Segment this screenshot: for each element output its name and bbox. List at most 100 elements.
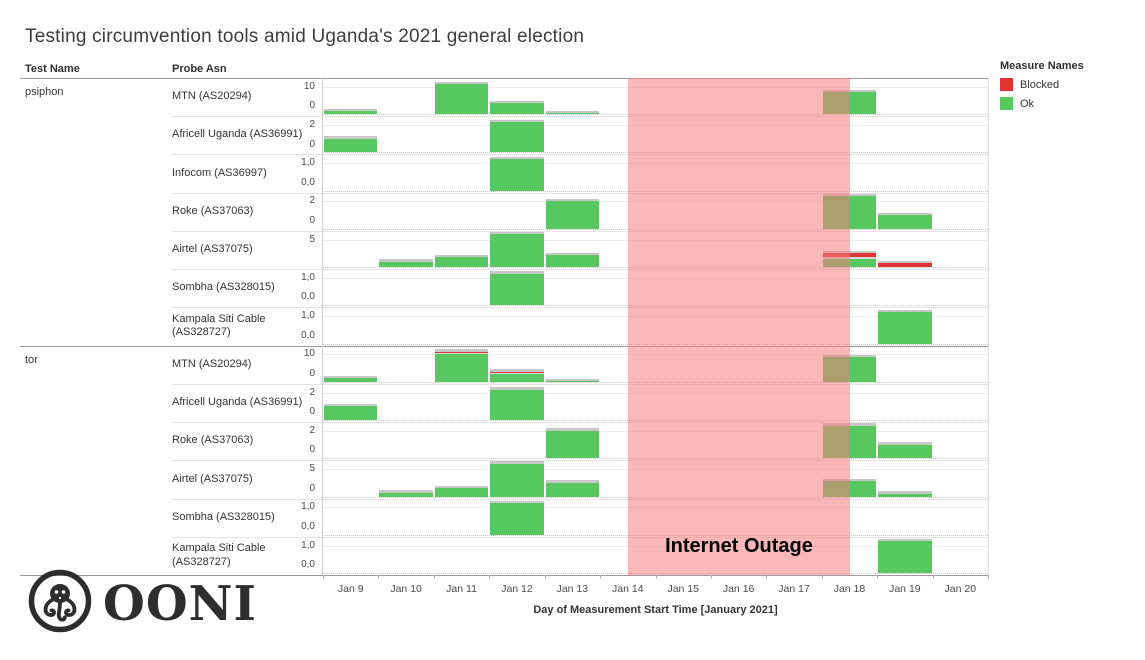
bar[interactable]: [490, 156, 544, 191]
bar[interactable]: [490, 231, 544, 268]
internet-outage-label: Internet Outage: [665, 535, 813, 557]
bar-cap: [545, 252, 600, 256]
bar[interactable]: [545, 198, 600, 229]
legend-item-label: Blocked: [1020, 78, 1060, 91]
probe-asn-label: Airtel (AS37075): [172, 243, 253, 256]
bar[interactable]: [324, 375, 378, 382]
bar[interactable]: [545, 378, 600, 382]
x-axis-tick-mark: [489, 575, 491, 579]
bar[interactable]: [545, 428, 600, 459]
y-axis-tick: 0: [309, 482, 315, 494]
y-axis-tick: 2: [309, 195, 315, 207]
x-axis-tick-label: Jan 14: [612, 583, 644, 595]
bar-cap: [545, 110, 600, 114]
legend-item-blocked[interactable]: Blocked: [1000, 78, 1140, 91]
test-name-label: psiphon: [25, 86, 64, 98]
bar-cap: [545, 428, 600, 431]
bar[interactable]: [434, 254, 489, 268]
bar-cap: [379, 490, 433, 493]
bar-cap: [490, 156, 544, 160]
y-axis-tick: 0: [309, 406, 315, 418]
bar-cap: [545, 480, 600, 483]
probe-asn-label: Sombha (AS328015): [172, 281, 275, 294]
ok-segment: [490, 503, 544, 535]
bar-cap: [878, 442, 932, 445]
bar[interactable]: [878, 538, 932, 573]
ok-segment: [545, 255, 600, 268]
x-axis-tick-mark: [323, 575, 324, 579]
x-axis-tick-label: Jan 12: [501, 583, 533, 595]
x-axis-tick-label: Jan 19: [889, 583, 921, 595]
probe-asn-label: Africell Uganda (AS36991): [172, 396, 303, 409]
bar[interactable]: [878, 309, 932, 344]
row-separator: [172, 460, 988, 462]
ok-segment: [379, 261, 433, 268]
row-separator: [20, 345, 988, 347]
ok-segment: [379, 492, 433, 497]
x-axis-tick-mark: [600, 575, 602, 579]
row-separator: [172, 498, 988, 500]
y-axis-tick: 0,0: [301, 520, 315, 532]
row-separator: [172, 154, 988, 156]
x-axis-tick-mark: [932, 575, 934, 579]
x-axis-tick-label: Jan 13: [556, 583, 589, 595]
x-axis-tick-mark: [988, 575, 989, 579]
x-axis-title: Day of Measurement Start Time [January 2…: [533, 604, 778, 616]
probe-asn-label: MTN (AS20294): [172, 90, 252, 103]
bar[interactable]: [324, 136, 378, 153]
internet-outage-region: [628, 78, 850, 575]
legend: Measure Names Blocked Ok: [1000, 60, 1140, 116]
bar[interactable]: [379, 259, 433, 268]
bar[interactable]: [490, 461, 544, 497]
bar-cap: [379, 259, 433, 262]
probe-asn-label: Africell Uganda (AS36991): [172, 128, 303, 141]
bar[interactable]: [434, 349, 489, 382]
bar[interactable]: [545, 252, 600, 268]
legend-title: Measure Names: [1000, 60, 1084, 72]
segment-divider: [490, 372, 544, 375]
bar[interactable]: [878, 212, 932, 229]
test-name-label: tor: [25, 353, 38, 366]
ok-segment: [545, 482, 600, 497]
bar-cap: [434, 485, 489, 489]
bar[interactable]: [490, 271, 544, 306]
y-axis-tick: 0: [309, 214, 315, 226]
bar[interactable]: [490, 500, 544, 535]
legend-item-label: Ok: [1020, 97, 1035, 110]
bar[interactable]: [379, 490, 433, 497]
ok-segment: [490, 273, 544, 306]
bar-cap: [490, 500, 544, 504]
bar-cap: [324, 375, 378, 379]
header-rule: [20, 78, 988, 79]
bar-cap: [878, 538, 932, 542]
y-axis-tick: 1,0: [301, 157, 315, 169]
row-separator: [172, 116, 988, 118]
x-axis-tick-mark: [378, 575, 380, 579]
legend-item-ok[interactable]: Ok: [1000, 97, 1140, 110]
bar[interactable]: [434, 81, 489, 115]
row-separator: [172, 192, 988, 194]
bar[interactable]: [490, 100, 544, 115]
blocked-segment: [878, 263, 932, 268]
bar[interactable]: [434, 485, 489, 497]
bar[interactable]: [878, 491, 932, 497]
y-axis-tick: 0,0: [301, 291, 315, 303]
bar-cap: [490, 369, 544, 372]
y-axis-tick: 0,0: [301, 176, 315, 188]
bar[interactable]: [324, 108, 378, 115]
bar-cap: [490, 231, 544, 235]
ok-segment: [878, 444, 932, 459]
bar[interactable]: [878, 260, 932, 268]
bar[interactable]: [545, 110, 600, 115]
bar-cap: [490, 461, 544, 464]
bar[interactable]: [545, 480, 600, 497]
bar[interactable]: [324, 403, 378, 421]
row-separator: [172, 383, 988, 385]
bar[interactable]: [490, 119, 544, 153]
ok-segment: [434, 257, 489, 268]
bar[interactable]: [878, 442, 932, 459]
bar-cap: [545, 198, 600, 202]
ok-segment: [878, 215, 932, 229]
bar[interactable]: [490, 387, 544, 421]
bar[interactable]: [490, 369, 544, 382]
